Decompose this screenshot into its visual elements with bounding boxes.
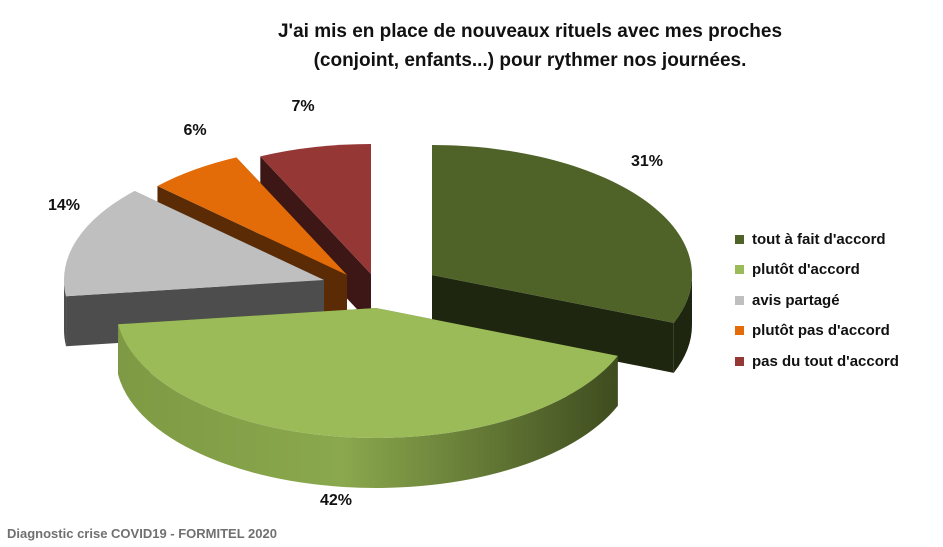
- legend-item-pas-du-tout: pas du tout d'accord: [735, 346, 940, 377]
- legend-label: tout à fait d'accord: [752, 230, 886, 248]
- data-label-avis-partage: 14%: [48, 197, 80, 214]
- legend-label: plutôt d'accord: [752, 261, 860, 279]
- pie-slice-plutot-d-accord: [118, 308, 618, 488]
- chart-title-line-1: J'ai mis en place de nouveaux rituels av…: [277, 21, 783, 42]
- slice-outer-side: [118, 324, 618, 488]
- legend-swatch: [735, 295, 744, 305]
- legend-swatch: [735, 265, 744, 275]
- legend-item-plutot-pas: plutôt pas d'accord: [735, 316, 940, 347]
- slice-cut-face: [432, 275, 674, 373]
- data-label-plutot-d-accord: 42%: [320, 492, 352, 509]
- legend-swatch: [735, 326, 744, 336]
- legend-item-tout-a-fait: tout à fait d'accord: [735, 224, 940, 255]
- slice-outer-side: [64, 280, 67, 347]
- slice-top-face: [157, 157, 347, 275]
- legend-label: pas du tout d'accord: [752, 352, 899, 370]
- slice-outer-side: [673, 275, 692, 373]
- data-label-plutot-pas-d-accord: 6%: [183, 122, 206, 139]
- legend-label: avis partagé: [752, 291, 840, 309]
- source-footer: Diagnostic crise COVID19 - FORMITEL 2020: [7, 526, 277, 541]
- slice-top-face: [432, 145, 692, 323]
- legend-label: plutôt pas d'accord: [752, 322, 890, 340]
- legend-swatch: [735, 234, 744, 244]
- slice-top-face: [260, 144, 371, 274]
- legend-swatch: [735, 356, 744, 366]
- data-label-pas-du-tout-d-accord: 7%: [291, 98, 314, 115]
- chart-title-line-2: (conjoint, enfants...) pour rythmer nos …: [313, 50, 747, 71]
- legend: tout à fait d'accord plutôt d'accord avi…: [735, 224, 940, 377]
- data-label-tout-a-fait-d-accord: 31%: [631, 153, 663, 170]
- slice-top-face: [63, 191, 324, 297]
- legend-item-avis-partage: avis partagé: [735, 285, 940, 316]
- legend-item-plutot-daccord: plutôt d'accord: [735, 255, 940, 286]
- slice-top-face: [118, 308, 618, 438]
- pie-slice-tout-a-fait-d-accord: [432, 145, 692, 373]
